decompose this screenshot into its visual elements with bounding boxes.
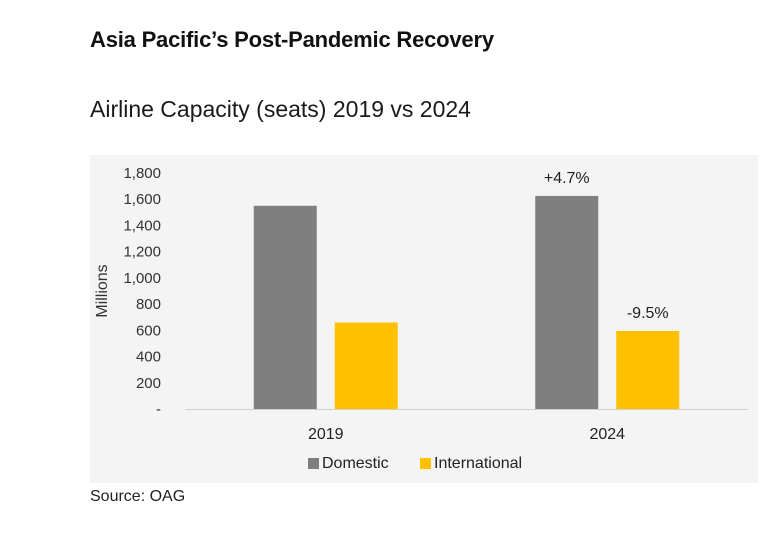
y-axis-title: Millions [94,264,111,317]
legend-label-domestic: Domestic [322,455,389,472]
legend-label-international: International [434,455,522,472]
y-tick-label: 400 [136,349,161,366]
y-tick-label: 1,400 [123,217,161,234]
y-tick-label: 800 [136,296,161,313]
bar-domestic-2019 [253,205,317,409]
legend-swatch-international [420,458,431,469]
y-tick-label: 1,000 [123,270,161,287]
chart-panel: Millions - 200 400 600 800 1,000 1,200 1,400 1,60… [90,155,758,483]
legend-swatch-domestic [308,458,319,469]
x-tick-label: 2024 [589,426,625,443]
chart-heading: Asia Pacific’s Post-Pandemic Recovery [90,27,494,52]
bar-domestic-2024 [535,195,599,409]
y-tick-label: 200 [136,375,161,392]
y-tick-label: 1,200 [123,244,161,261]
data-label: -9.5% [627,305,669,322]
y-tick-label: 1,800 [123,165,161,182]
chart-subheading: Airline Capacity (seats) 2019 vs 2024 [90,96,471,122]
x-tick-label: 2019 [308,426,344,443]
bar-international-2019 [334,322,398,409]
data-label: +4.7% [544,170,590,187]
bar-international-2024 [616,330,680,409]
y-tick-label: 600 [136,322,161,339]
y-tick-label: - [156,401,161,418]
y-tick-label: 1,600 [123,191,161,208]
bar-chart: Millions - 200 400 600 800 1,000 1,200 1,400 1,60… [94,165,748,472]
source-note: Source: OAG [90,488,186,505]
